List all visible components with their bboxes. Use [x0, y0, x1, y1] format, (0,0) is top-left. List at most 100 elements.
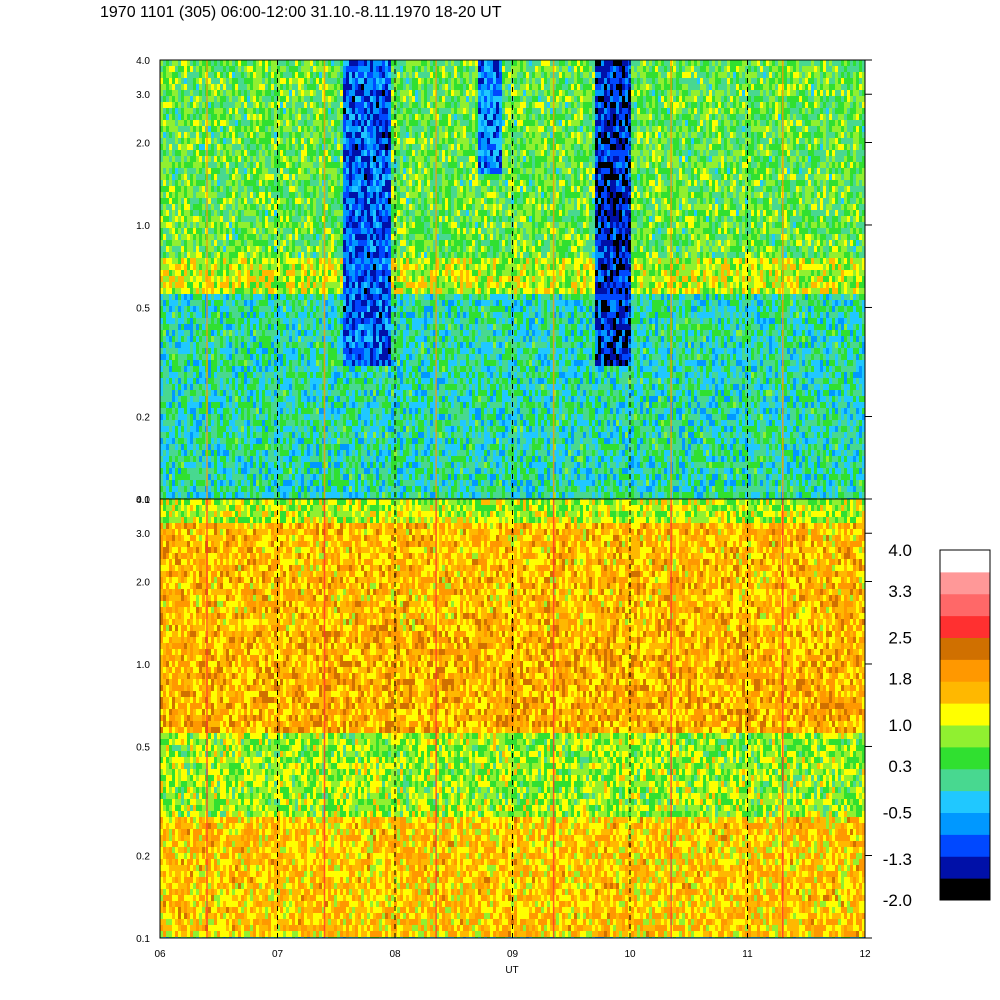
spectrogram-cell [343, 120, 346, 126]
spectrogram-cell [316, 156, 319, 162]
spectrogram-cell [292, 210, 295, 216]
spectrogram-cell [340, 138, 343, 144]
spectrogram-cell [220, 450, 223, 456]
spectrogram-cell [250, 294, 253, 300]
spectrogram-cell [358, 306, 361, 312]
spectrogram-cell [220, 144, 223, 150]
spectrogram-cell [259, 282, 262, 288]
spectrogram-cell [217, 324, 220, 330]
spectrogram-cell [352, 240, 355, 246]
spectrogram-cell [274, 222, 277, 228]
spectrogram-cell [283, 312, 286, 318]
spectrogram-cell [166, 282, 169, 288]
spectrogram-cell [268, 348, 271, 354]
spectrogram-cell [187, 96, 190, 102]
spectrogram-cell [346, 384, 349, 390]
spectrogram-cell [244, 96, 247, 102]
spectrogram-cell [331, 342, 334, 348]
spectrogram-cell [187, 84, 190, 90]
spectrogram-cell [181, 240, 184, 246]
spectrogram-cell [241, 450, 244, 456]
spectrogram-cell [295, 336, 298, 342]
spectrogram-cell [280, 300, 283, 306]
spectrogram-cell [274, 198, 277, 204]
spectrogram-cell [325, 402, 328, 408]
spectrogram-cell [343, 462, 346, 468]
spectrogram-cell [358, 444, 361, 450]
spectrogram-cell [220, 78, 223, 84]
spectrogram-cell [280, 102, 283, 108]
spectrogram-cell [286, 222, 289, 228]
spectrogram-cell [301, 348, 304, 354]
spectrogram-cell [328, 240, 331, 246]
spectrogram-cell [259, 210, 262, 216]
spectrogram-cell [265, 156, 268, 162]
spectrogram-cell [262, 210, 265, 216]
spectrogram-cell [331, 324, 334, 330]
spectrogram-cell [235, 390, 238, 396]
spectrogram-cell [163, 252, 166, 258]
spectrogram-cell [211, 372, 214, 378]
spectrogram-cell [328, 468, 331, 474]
spectrogram-cell [220, 366, 223, 372]
spectrogram-cell [331, 102, 334, 108]
spectrogram-cell [250, 252, 253, 258]
spectrogram-cell [229, 222, 232, 228]
spectrogram-cell [247, 486, 250, 492]
spectrogram-cell [169, 420, 172, 426]
spectrogram-cell [190, 84, 193, 90]
spectrogram-cell [247, 384, 250, 390]
spectrogram-cell [319, 162, 322, 168]
spectrogram-cell [334, 492, 337, 498]
spectrogram-cell [223, 78, 226, 84]
spectrogram-cell [178, 156, 181, 162]
spectrogram-cell [193, 324, 196, 330]
spectrogram-cell [163, 126, 166, 132]
spectrogram-cell [289, 102, 292, 108]
spectrogram-cell [169, 360, 172, 366]
spectrogram-cell [349, 408, 352, 414]
spectrogram-cell [223, 276, 226, 282]
spectrogram-cell [250, 192, 253, 198]
spectrogram-cell [214, 450, 217, 456]
spectrogram-cell [307, 366, 310, 372]
spectrogram-cell [361, 138, 364, 144]
spectrogram-cell [247, 492, 250, 498]
spectrogram-cell [295, 78, 298, 84]
spectrogram-cell [202, 222, 205, 228]
spectrogram-cell [340, 78, 343, 84]
spectrogram-cell [271, 426, 274, 432]
spectrogram-cell [322, 96, 325, 102]
spectrogram-cell [187, 72, 190, 78]
spectrogram-cell [184, 162, 187, 168]
spectrogram-cell [322, 180, 325, 186]
spectrogram-cell [208, 150, 211, 156]
spectrogram-cell [208, 474, 211, 480]
spectrogram-cell [304, 456, 307, 462]
spectrogram-cell [160, 474, 163, 480]
spectrogram-cell [319, 426, 322, 432]
spectrogram-cell [361, 252, 364, 258]
spectrogram-cell [262, 276, 265, 282]
spectrogram-cell [328, 114, 331, 120]
spectrogram-cell [232, 492, 235, 498]
spectrogram-cell [169, 402, 172, 408]
spectrogram-cell [202, 384, 205, 390]
spectrogram-cell [262, 186, 265, 192]
spectrogram-cell [187, 312, 190, 318]
spectrogram-cell [232, 126, 235, 132]
spectrogram-cell [319, 216, 322, 222]
spectrogram-cell [187, 420, 190, 426]
spectrogram-cell [253, 426, 256, 432]
spectrogram-cell [160, 432, 163, 438]
spectrogram-cell [328, 108, 331, 114]
spectrogram-cell [358, 330, 361, 336]
spectrogram-cell [325, 276, 328, 282]
spectrogram-cell [334, 312, 337, 318]
spectrogram-cell [166, 192, 169, 198]
spectrogram-cell [325, 312, 328, 318]
spectrogram-cell [163, 432, 166, 438]
spectrogram-cell [226, 432, 229, 438]
spectrogram-cell [169, 372, 172, 378]
spectrogram-cell [238, 378, 241, 384]
